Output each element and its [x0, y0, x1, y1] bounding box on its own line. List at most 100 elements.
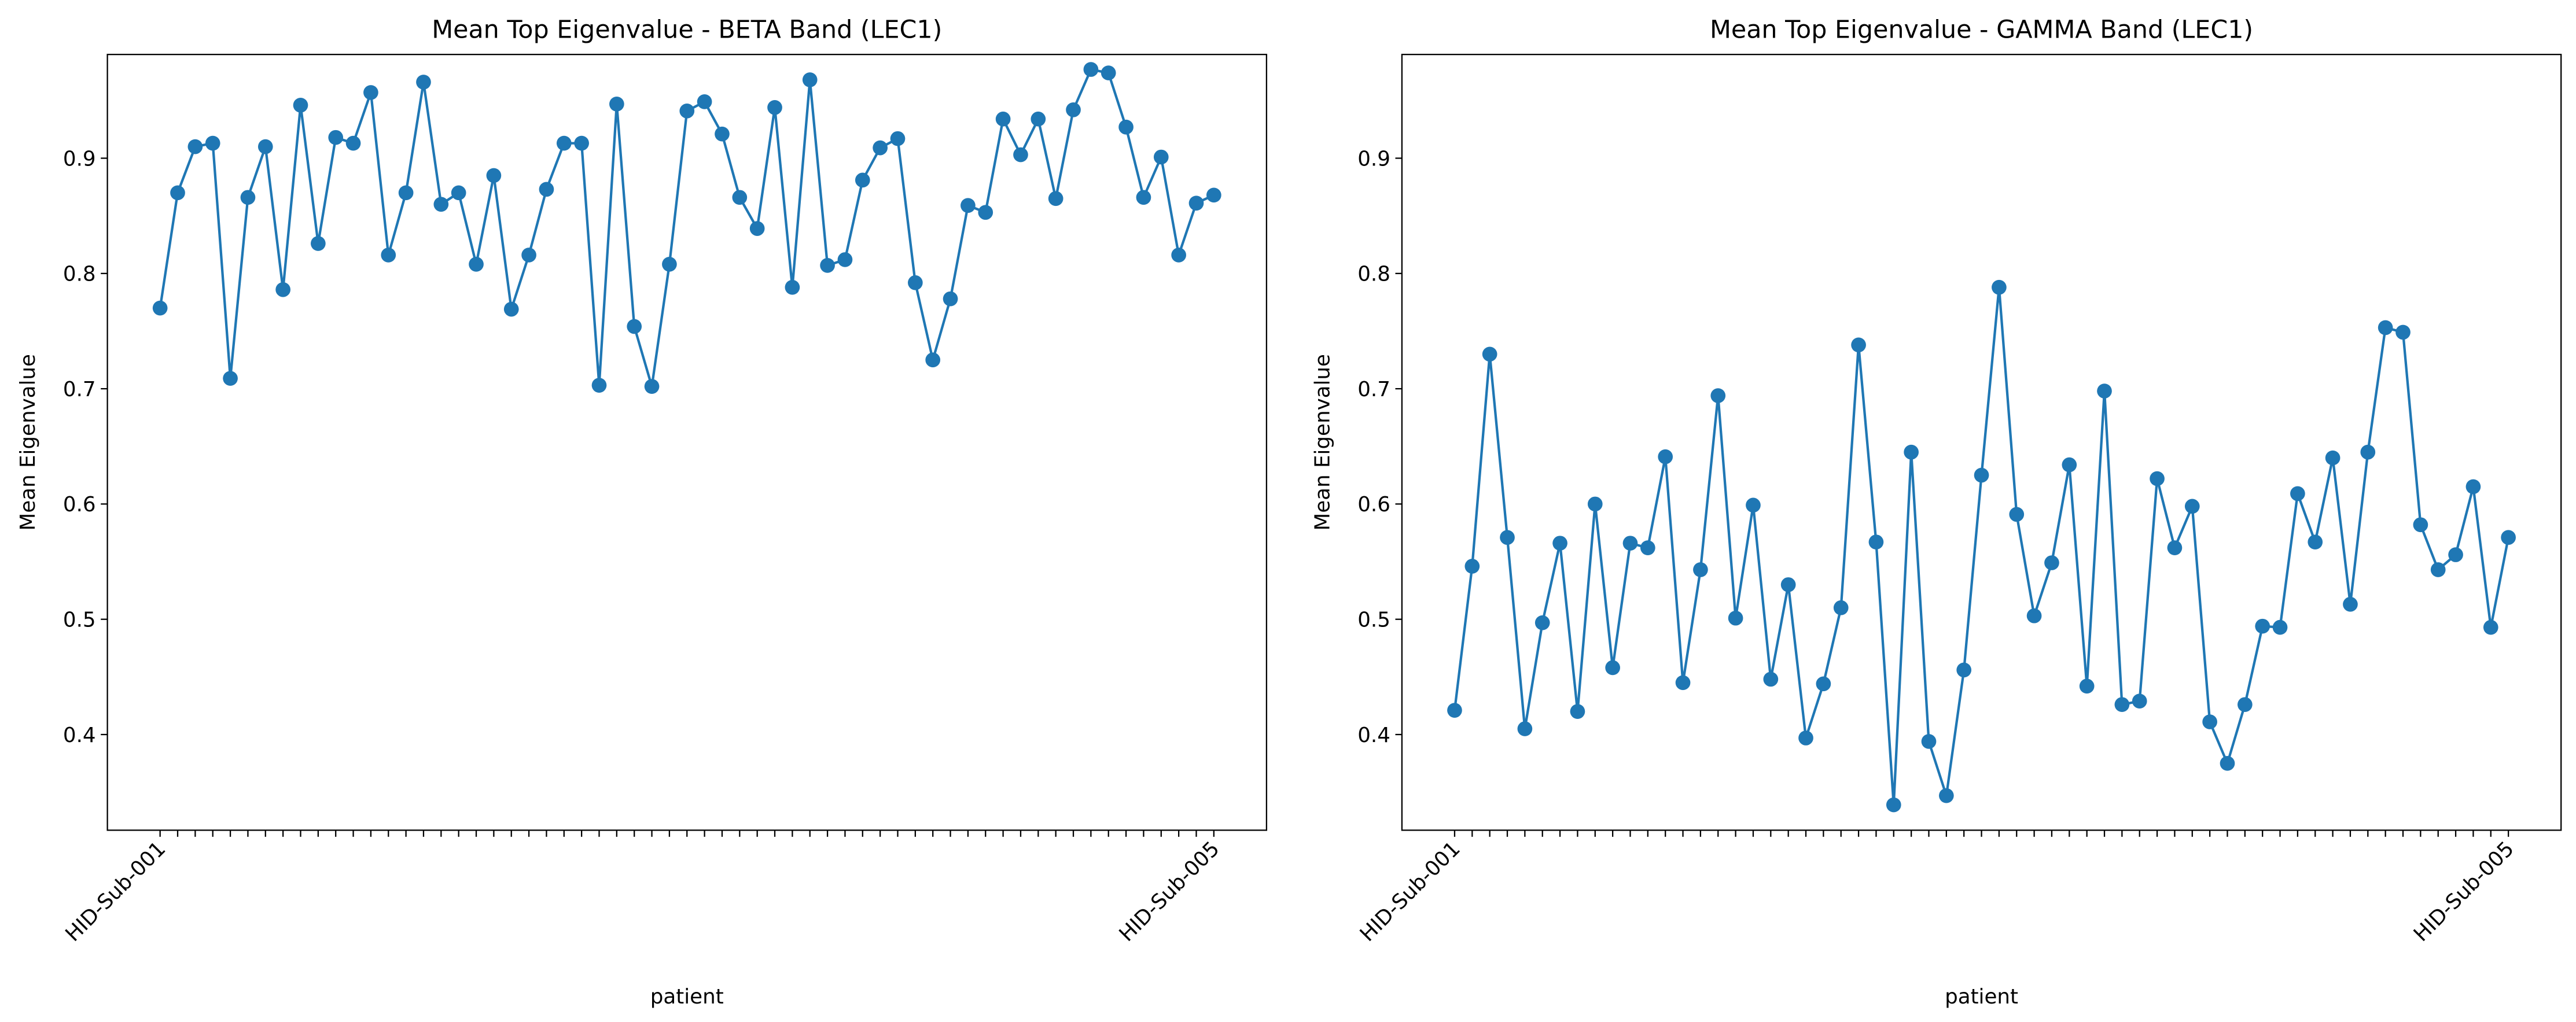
data-point: [1956, 662, 1972, 678]
data-point: [2378, 320, 2393, 335]
y-tick-label: 0.5: [1357, 608, 1390, 632]
data-point: [574, 135, 589, 151]
data-point: [802, 72, 818, 87]
data-point: [1763, 672, 1779, 687]
data-point: [257, 139, 273, 154]
data-point: [1710, 388, 1726, 403]
data-point: [855, 172, 870, 188]
data-point: [416, 75, 431, 90]
data-point: [1728, 610, 1743, 626]
y-tick-label: 0.9: [63, 147, 96, 171]
data-point: [2413, 517, 2428, 533]
data-point: [785, 279, 800, 295]
data-point: [1552, 536, 1567, 551]
data-point: [820, 258, 835, 273]
x-tick-label: HID-Sub-001: [61, 837, 170, 946]
x-axis-label: patient: [650, 985, 724, 1009]
data-point: [2483, 619, 2498, 635]
y-tick-label: 0.4: [1357, 724, 1390, 747]
data-point: [1693, 562, 1708, 577]
data-point: [345, 135, 361, 151]
data-point: [2184, 499, 2200, 514]
y-tick-label: 0.4: [63, 724, 96, 747]
y-tick-label: 0.7: [1357, 378, 1390, 401]
data-point: [170, 185, 185, 201]
data-point: [1570, 704, 1585, 719]
data-point: [205, 135, 220, 151]
data-point: [1482, 346, 1497, 362]
data-point: [556, 135, 572, 151]
data-point: [925, 352, 941, 368]
data-point: [767, 100, 782, 115]
data-point: [978, 205, 993, 220]
data-point: [1746, 497, 1761, 513]
data-point: [1188, 195, 1204, 211]
data-point: [662, 257, 677, 272]
data-point: [908, 275, 923, 290]
data-point: [1517, 721, 1533, 736]
y-axis-label: Mean Eigenvalue: [1311, 354, 1334, 530]
data-point: [2132, 693, 2147, 709]
data-point: [2395, 324, 2411, 340]
data-point: [627, 319, 642, 334]
data-point: [873, 140, 888, 156]
y-axis-label: Mean Eigenvalue: [16, 354, 40, 530]
data-point: [1171, 248, 1186, 263]
data-point: [187, 139, 203, 154]
y-tick-label: 0.7: [63, 378, 96, 401]
x-axis-label: patient: [1945, 985, 2018, 1009]
data-point: [2325, 450, 2341, 466]
data-point: [644, 379, 660, 394]
y-tick-label: 0.6: [63, 493, 96, 516]
data-point: [1868, 534, 1884, 550]
data-point: [943, 291, 958, 307]
data-point: [697, 94, 712, 109]
data-point: [2430, 562, 2446, 577]
data-point: [1938, 788, 1954, 803]
data-point: [961, 198, 976, 213]
data-point: [1066, 102, 1081, 117]
data-point: [2026, 608, 2042, 623]
data-point: [1798, 730, 1813, 746]
data-point: [1534, 615, 1550, 630]
data-point: [1605, 660, 1620, 676]
data-point: [328, 130, 344, 145]
data-point: [2097, 383, 2112, 399]
data-point: [2009, 507, 2025, 522]
data-point: [1851, 337, 1866, 353]
data-point: [837, 252, 853, 267]
data-point: [2202, 714, 2217, 729]
data-point: [1780, 577, 1796, 592]
plot-frame: [106, 54, 1268, 831]
data-point: [995, 111, 1011, 127]
data-point: [2114, 697, 2130, 713]
data-point: [2079, 678, 2095, 694]
data-point: [539, 182, 554, 197]
chart-title: Mean Top Eigenvalue - GAMMA Band (LEC1): [1710, 16, 2253, 45]
data-point: [1658, 449, 1673, 464]
data-point: [679, 103, 695, 119]
data-point: [1640, 540, 1655, 555]
data-point: [1153, 149, 1169, 165]
y-tick-label: 0.6: [1357, 493, 1390, 516]
data-point: [749, 221, 765, 236]
data-point: [1904, 444, 1919, 460]
data-point: [1921, 734, 1937, 749]
data-point: [2272, 619, 2288, 635]
data-point: [1675, 675, 1691, 691]
data-point: [1101, 65, 1116, 80]
data-point: [1886, 797, 1901, 813]
data-point: [1622, 536, 1638, 551]
data-point: [363, 85, 378, 100]
data-point: [890, 131, 906, 146]
data-point: [1974, 467, 1989, 483]
data-point: [521, 248, 536, 263]
data-point: [223, 371, 238, 386]
y-tick-label: 0.9: [1357, 147, 1390, 171]
data-point: [2062, 457, 2077, 473]
data-point: [152, 300, 168, 316]
data-point: [2150, 471, 2165, 486]
data-point: [433, 197, 449, 212]
data-point: [1587, 496, 1603, 512]
